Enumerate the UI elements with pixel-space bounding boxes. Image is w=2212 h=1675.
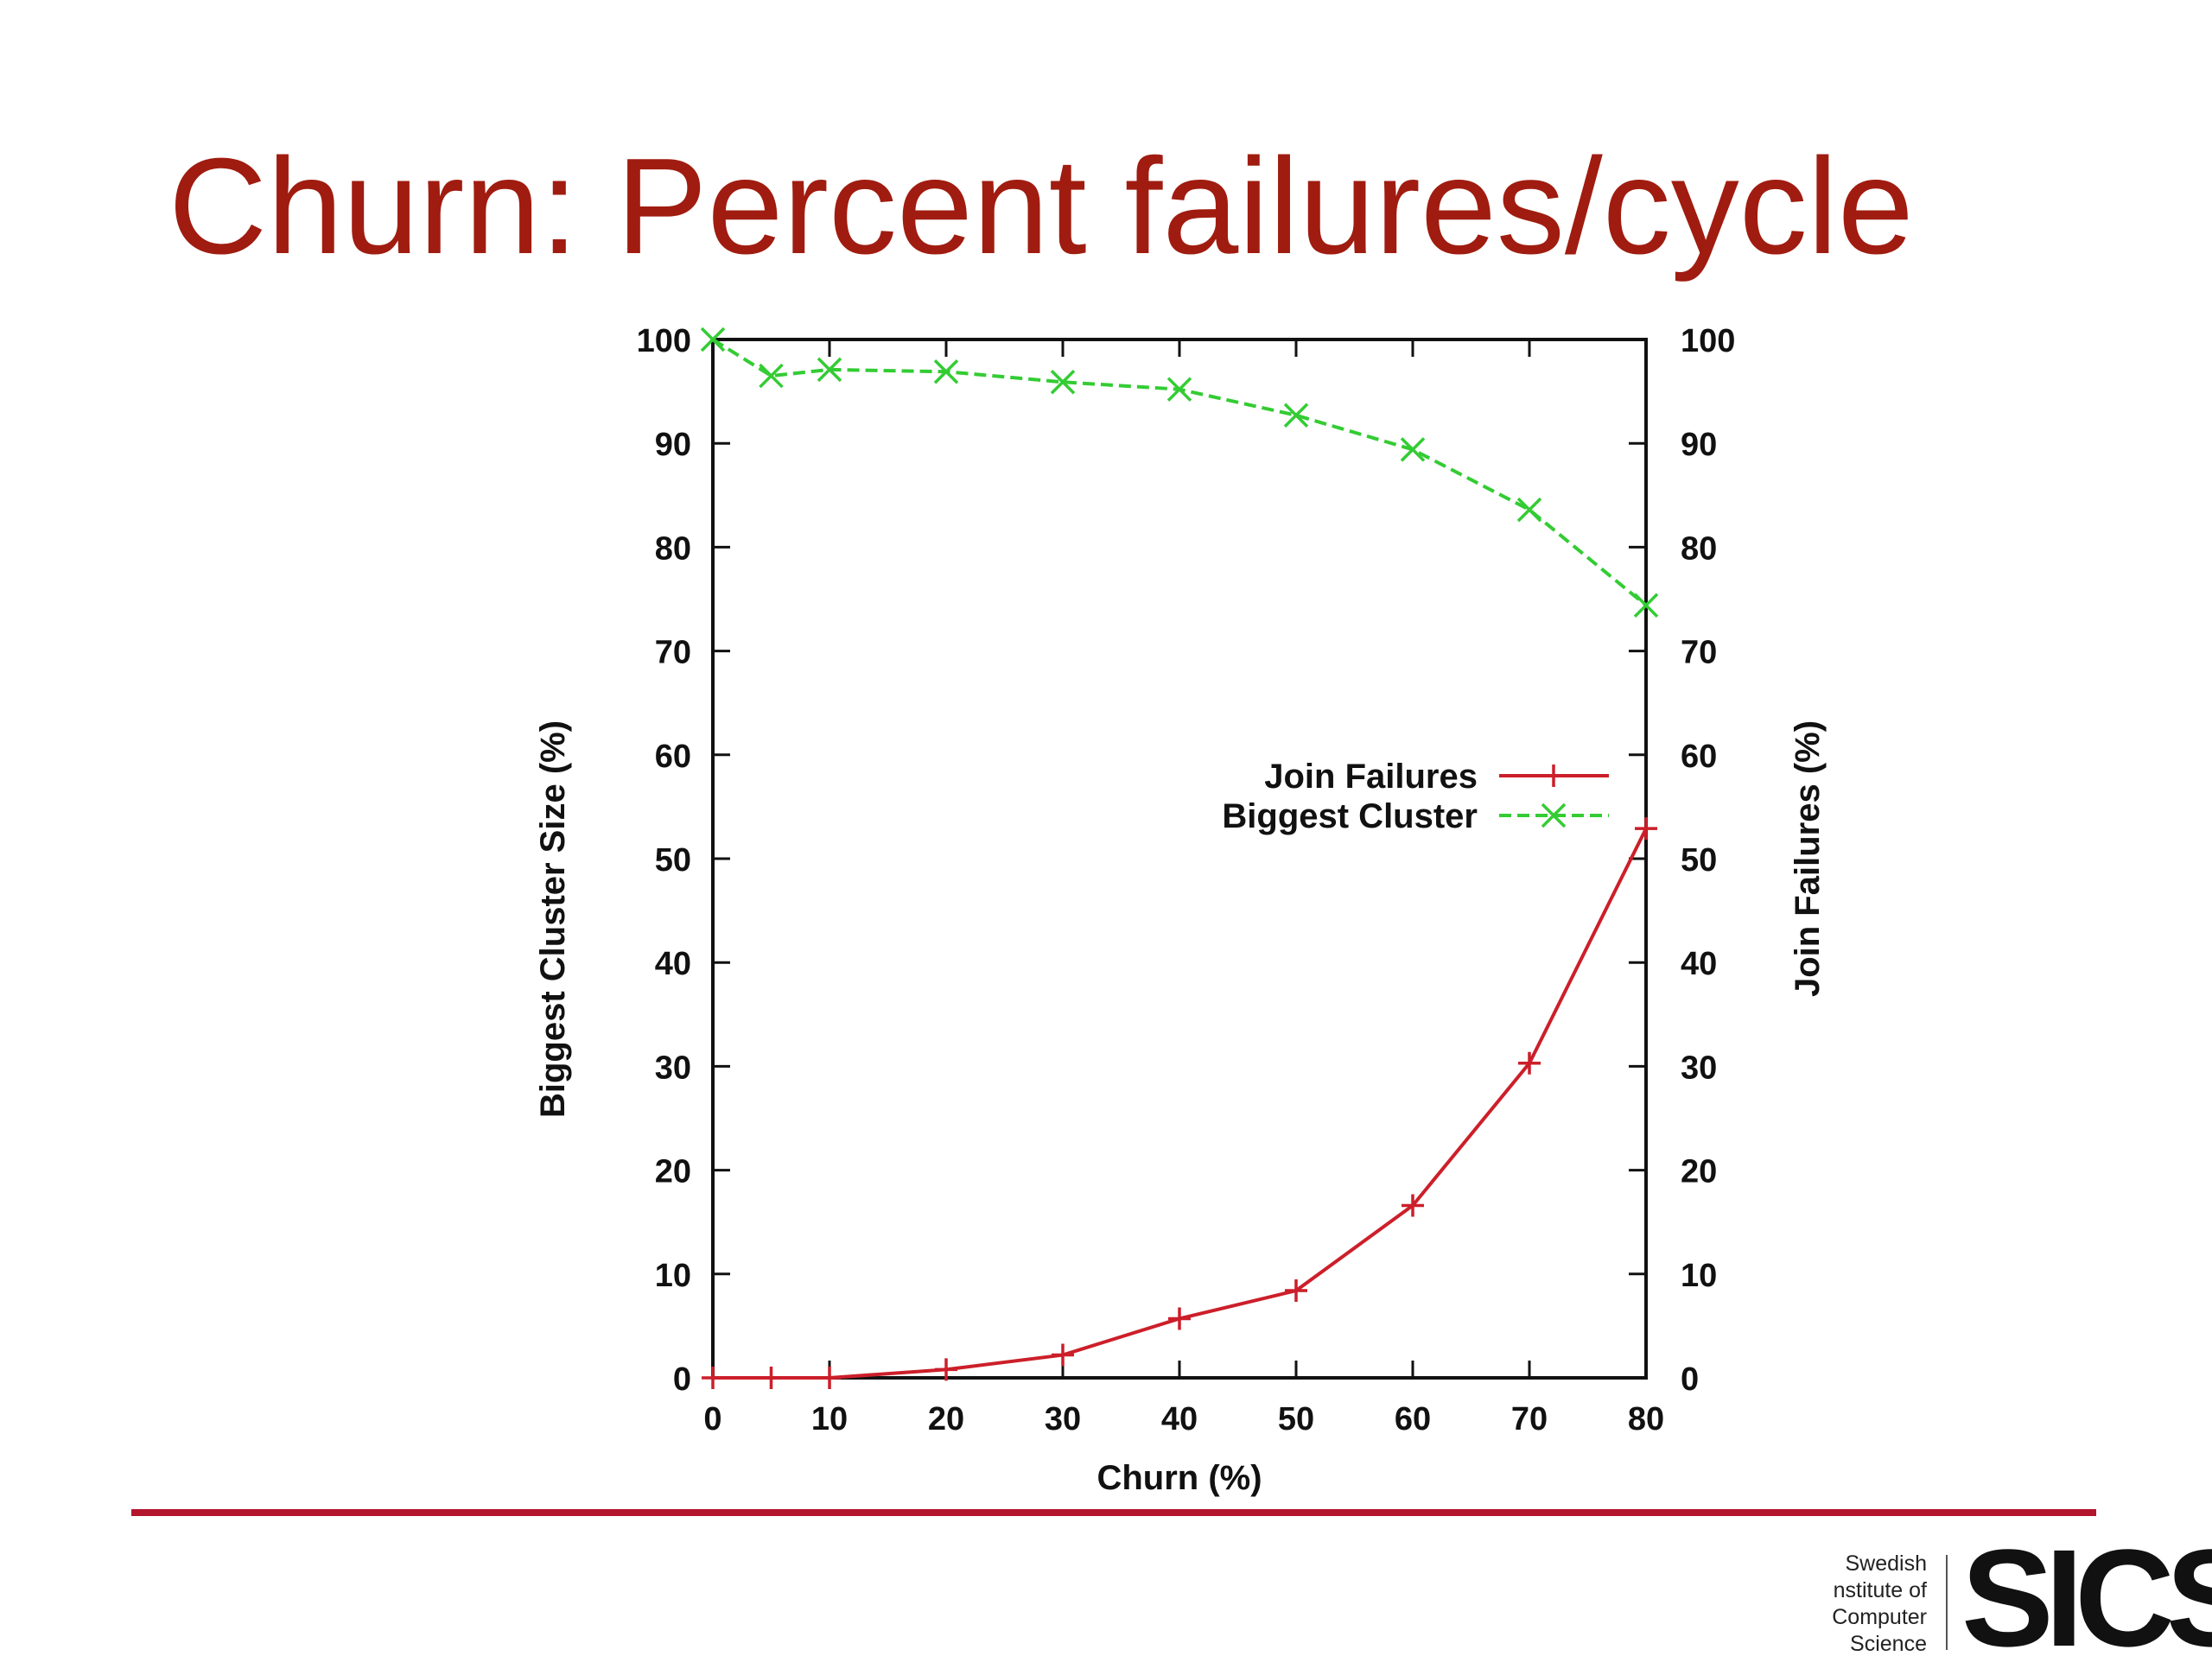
y-tick-label-left: 100 bbox=[637, 323, 691, 359]
sics-logo: SICS bbox=[1961, 1520, 2212, 1675]
data-point bbox=[1516, 497, 1542, 523]
plot-frame bbox=[711, 338, 1648, 1380]
x-tick-label: 50 bbox=[1278, 1401, 1314, 1437]
data-point bbox=[1050, 370, 1076, 395]
y-tick-label-left: 80 bbox=[655, 530, 691, 567]
y-tick-label-right: 70 bbox=[1681, 635, 1717, 671]
x-tick-label: 60 bbox=[1395, 1401, 1431, 1437]
y-tick-label-left: 30 bbox=[655, 1050, 691, 1086]
y-tick-label-right: 90 bbox=[1681, 427, 1717, 463]
legend-item: Join Failures bbox=[1264, 758, 1609, 796]
y-tick-label-left: 20 bbox=[655, 1154, 691, 1190]
legend-item: Biggest Cluster bbox=[1222, 797, 1609, 835]
data-point bbox=[817, 357, 842, 383]
y-tick-label-left: 60 bbox=[655, 739, 691, 775]
data-point bbox=[760, 1367, 783, 1389]
data-point bbox=[702, 1367, 724, 1389]
x-tick-label: 80 bbox=[1628, 1401, 1664, 1437]
y-tick-label-left: 0 bbox=[673, 1361, 691, 1398]
logo-caption-line: nstitute of bbox=[1833, 1578, 1927, 1602]
data-point bbox=[700, 327, 726, 352]
series-line bbox=[711, 338, 1648, 607]
x-tick-label: 10 bbox=[811, 1401, 848, 1437]
data-point bbox=[1285, 1279, 1307, 1303]
x-tick-label: 70 bbox=[1511, 1401, 1548, 1437]
legend-label: Biggest Cluster bbox=[1222, 797, 1478, 835]
y-tick-label-left: 90 bbox=[655, 427, 691, 463]
y-tick-label-right: 50 bbox=[1681, 842, 1717, 879]
footer-divider bbox=[131, 1509, 2096, 1516]
x-tick-label: 40 bbox=[1161, 1401, 1198, 1437]
legend-marker bbox=[1542, 765, 1565, 787]
data-point bbox=[1633, 593, 1659, 618]
x-tick-label: 0 bbox=[703, 1401, 721, 1437]
slide-title: Churn: Percent failures/cycle bbox=[168, 130, 1914, 282]
data-point bbox=[1283, 403, 1309, 428]
y-tick-label-left: 50 bbox=[655, 842, 691, 879]
logo-caption-line: Computer bbox=[1832, 1605, 1927, 1629]
series-join-failures bbox=[702, 817, 1657, 1389]
series-line bbox=[713, 828, 1648, 1380]
x-tick-label: 20 bbox=[928, 1401, 964, 1437]
data-point bbox=[759, 363, 784, 389]
data-point bbox=[1166, 377, 1192, 402]
logo-caption: Swedish nstitute of Computer Science bbox=[1754, 1551, 1927, 1658]
y-tick-label-left: 10 bbox=[655, 1258, 691, 1294]
y-tick-label-right: 20 bbox=[1681, 1154, 1717, 1190]
legend-label: Join Failures bbox=[1264, 758, 1478, 796]
y-tick-label-right: 30 bbox=[1681, 1050, 1717, 1086]
data-point bbox=[1168, 1307, 1191, 1330]
y-tick-label-right: 0 bbox=[1681, 1361, 1699, 1398]
y-axis-label-right: Join Failures (%) bbox=[1789, 720, 1827, 997]
y-axis-label-left: Biggest Cluster Size (%) bbox=[534, 720, 572, 1118]
x-tick-label: 30 bbox=[1045, 1401, 1081, 1437]
y-tick-label-left: 40 bbox=[655, 946, 691, 982]
y-tick-label-right: 10 bbox=[1681, 1258, 1717, 1294]
data-point bbox=[1635, 817, 1657, 841]
data-point bbox=[1402, 1194, 1424, 1217]
data-point bbox=[1518, 1051, 1541, 1075]
logo-caption-line: Swedish bbox=[1845, 1551, 1928, 1576]
logo-separator bbox=[1946, 1555, 1948, 1650]
series-biggest-cluster bbox=[700, 327, 1659, 618]
data-point bbox=[1400, 437, 1426, 462]
y-tick-label-left: 70 bbox=[655, 635, 691, 671]
data-point bbox=[933, 359, 959, 384]
data-point bbox=[1052, 1343, 1074, 1367]
legend-marker bbox=[1541, 803, 1567, 828]
data-point bbox=[818, 1367, 841, 1389]
data-point bbox=[935, 1358, 957, 1381]
x-axis-label: Churn (%) bbox=[1096, 1459, 1262, 1497]
y-tick-label-right: 100 bbox=[1681, 323, 1735, 359]
y-tick-label-right: 60 bbox=[1681, 739, 1717, 775]
y-tick-label-right: 80 bbox=[1681, 530, 1717, 567]
logo-caption-line: Science bbox=[1850, 1632, 1927, 1656]
y-tick-label-right: 40 bbox=[1681, 946, 1717, 982]
